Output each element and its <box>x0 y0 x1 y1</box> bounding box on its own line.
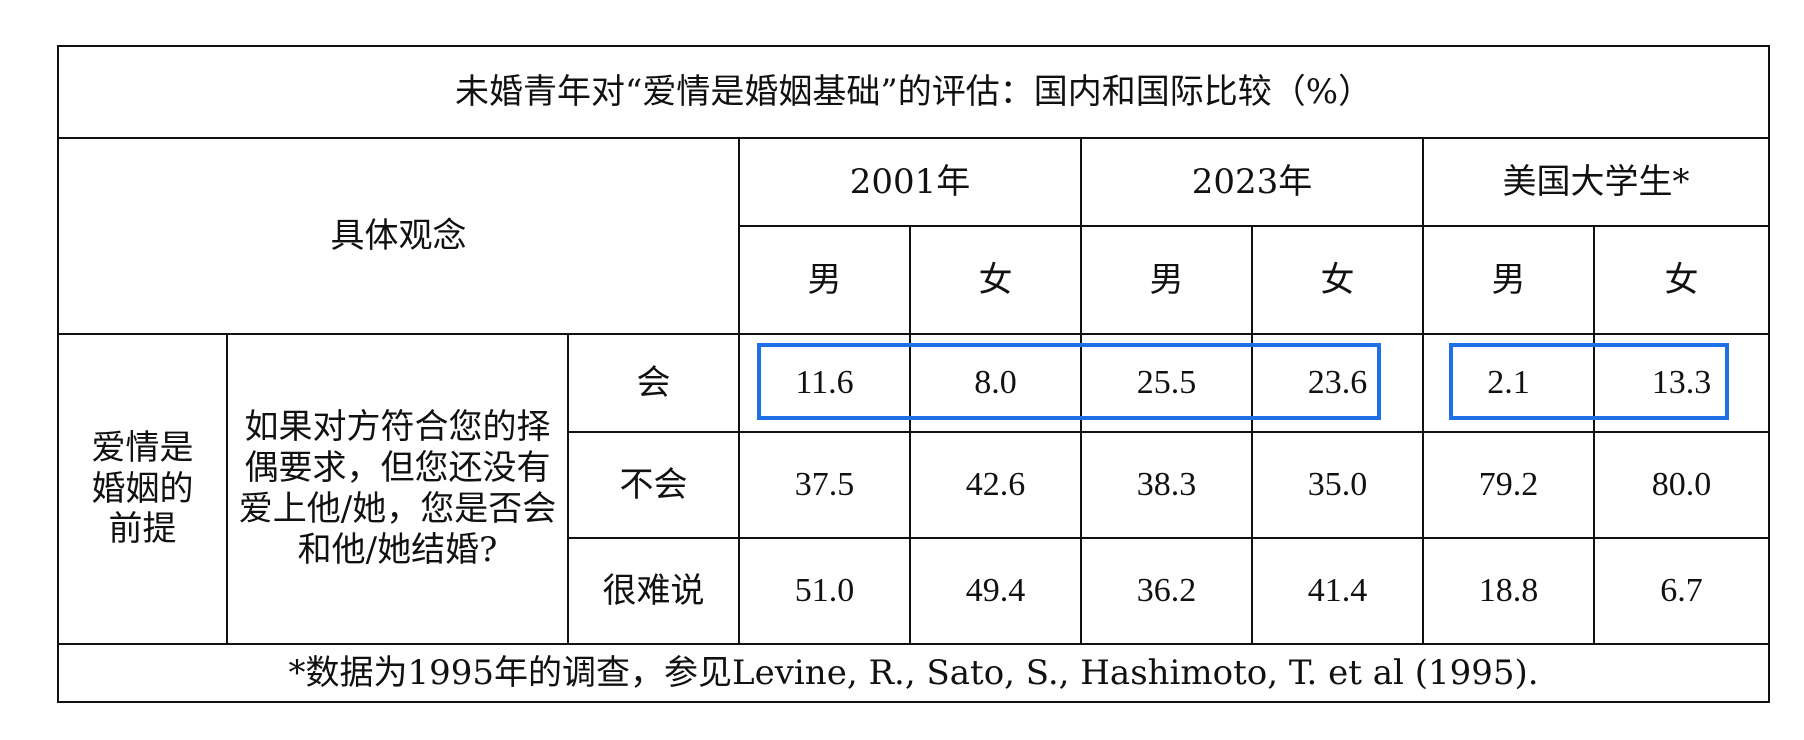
group-header-2001: 2001年 <box>738 137 1082 227</box>
data-cell: 11.6 <box>738 333 911 433</box>
group-header-us-students: 美国大学生* <box>1421 137 1771 227</box>
table-row: 很难说 51.0 49.4 36.2 41.4 18.8 6.7 <box>58 537 1771 645</box>
question-cell: 如果对方符合您的择偶要求，但您还没有爱上他/她，您是否会和他/她结婚? <box>226 333 569 645</box>
data-cell: 41.4 <box>1251 537 1424 645</box>
data-cell: 25.5 <box>1080 333 1253 433</box>
table-row: 不会 37.5 42.6 38.3 35.0 79.2 80.0 <box>58 431 1771 539</box>
data-cell: 36.2 <box>1080 537 1253 645</box>
data-cell: 38.3 <box>1080 431 1253 539</box>
data-cell: 2.1 <box>1422 333 1595 433</box>
group-header-2023: 2023年 <box>1080 137 1424 227</box>
data-cell: 80.0 <box>1592 431 1771 539</box>
sex-header-2023-male: 男 <box>1080 225 1253 335</box>
data-cell: 6.7 <box>1592 537 1771 645</box>
comparison-table: 未婚青年对“爱情是婚姻基础”的评估：国内和国际比较（%） 具体观念 2001年 … <box>56 45 1771 703</box>
table-container: 未婚青年对“爱情是婚姻基础”的评估：国内和国际比较（%） 具体观念 2001年 … <box>56 45 1771 703</box>
table-title: 未婚青年对“爱情是婚姻基础”的评估：国内和国际比较（%） <box>56 45 1771 139</box>
question-text: 如果对方符合您的择偶要求，但您还没有爱上他/她，您是否会和他/她结婚? <box>238 407 557 570</box>
answer-label: 不会 <box>567 431 740 539</box>
table-row: 爱情是婚姻的前提 如果对方符合您的择偶要求，但您还没有爱上他/她，您是否会和他/… <box>57 333 1771 645</box>
data-cell: 8.0 <box>909 333 1082 433</box>
data-cell: 79.2 <box>1422 431 1595 539</box>
sex-header-us-female: 女 <box>1592 225 1771 335</box>
topic-text: 爱情是婚姻的前提 <box>91 427 194 550</box>
sex-header-2001-female: 女 <box>909 225 1082 335</box>
data-cell: 23.6 <box>1251 333 1424 433</box>
data-cell: 51.0 <box>738 537 911 645</box>
data-cell: 13.3 <box>1592 333 1771 433</box>
data-cell: 37.5 <box>738 431 911 539</box>
concept-header: 具体观念 <box>57 137 740 335</box>
footnote: *数据为1995年的调查，参见Levine, R., Sato, S., Has… <box>56 643 1771 703</box>
data-cell: 42.6 <box>909 431 1082 539</box>
sex-header-us-male: 男 <box>1422 225 1595 335</box>
data-cell: 18.8 <box>1422 537 1595 645</box>
sex-header-2001-male: 男 <box>738 225 911 335</box>
data-cell: 49.4 <box>909 537 1082 645</box>
data-cell: 35.0 <box>1251 431 1424 539</box>
sex-header-2023-female: 女 <box>1251 225 1424 335</box>
answer-label: 会 <box>567 333 740 433</box>
topic-cell: 爱情是婚姻的前提 <box>57 333 228 645</box>
answer-label: 很难说 <box>567 537 740 645</box>
